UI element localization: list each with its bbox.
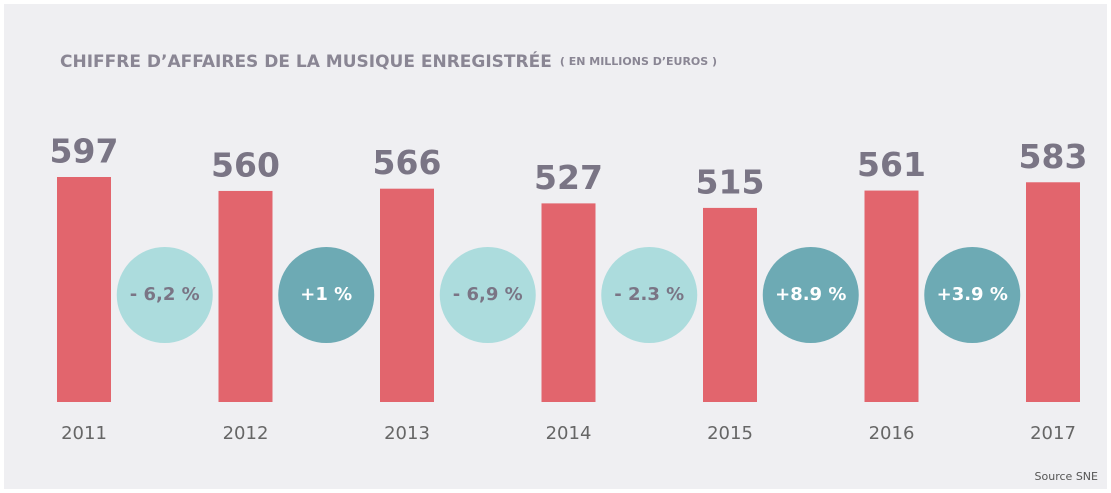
value-label: 566 — [373, 143, 442, 182]
change-label: - 6,2 % — [130, 284, 200, 305]
bar — [57, 177, 111, 402]
chart-title-group: CHIFFRE D’AFFAIRES DE LA MUSIQUE ENREGIS… — [60, 50, 717, 72]
change-circle — [924, 247, 1021, 343]
x-tick-label: 2015 — [707, 423, 753, 444]
value-label: 515 — [696, 162, 765, 201]
value-label: 597 — [50, 132, 119, 171]
bar — [541, 203, 596, 402]
change-label: - 2.3 % — [614, 284, 684, 305]
change-label: +3.9 % — [937, 284, 1008, 305]
change-label: +8.9 % — [775, 284, 846, 305]
change-label: - 6,9 % — [453, 284, 523, 305]
bar — [218, 190, 273, 402]
bar — [1026, 182, 1080, 402]
value-label: 583 — [1019, 137, 1088, 176]
bar — [864, 190, 919, 402]
x-tick-label: 2013 — [384, 423, 430, 444]
change-label: +1 % — [300, 284, 352, 305]
change-circle — [116, 247, 213, 343]
x-tick-label: 2017 — [1030, 423, 1076, 444]
change-circle — [439, 247, 536, 343]
x-tick-label: 2014 — [546, 423, 592, 444]
change-circle — [601, 247, 698, 343]
bar — [703, 207, 757, 402]
value-label: 560 — [211, 145, 280, 184]
bar — [380, 188, 434, 402]
change-circle — [278, 247, 375, 343]
value-label: 527 — [534, 158, 603, 197]
source: Source SNE — [1035, 470, 1098, 483]
chart-subtitle: ( EN MILLIONS D’EUROS ) — [560, 55, 717, 68]
x-tick-label: 2012 — [223, 423, 269, 444]
x-tick-label: 2016 — [869, 423, 915, 444]
value-label: 561 — [857, 145, 926, 184]
change-circle — [762, 247, 859, 343]
chart-title: CHIFFRE D’AFFAIRES DE LA MUSIQUE ENREGIS… — [60, 50, 552, 72]
x-tick-label: 2011 — [61, 423, 107, 444]
